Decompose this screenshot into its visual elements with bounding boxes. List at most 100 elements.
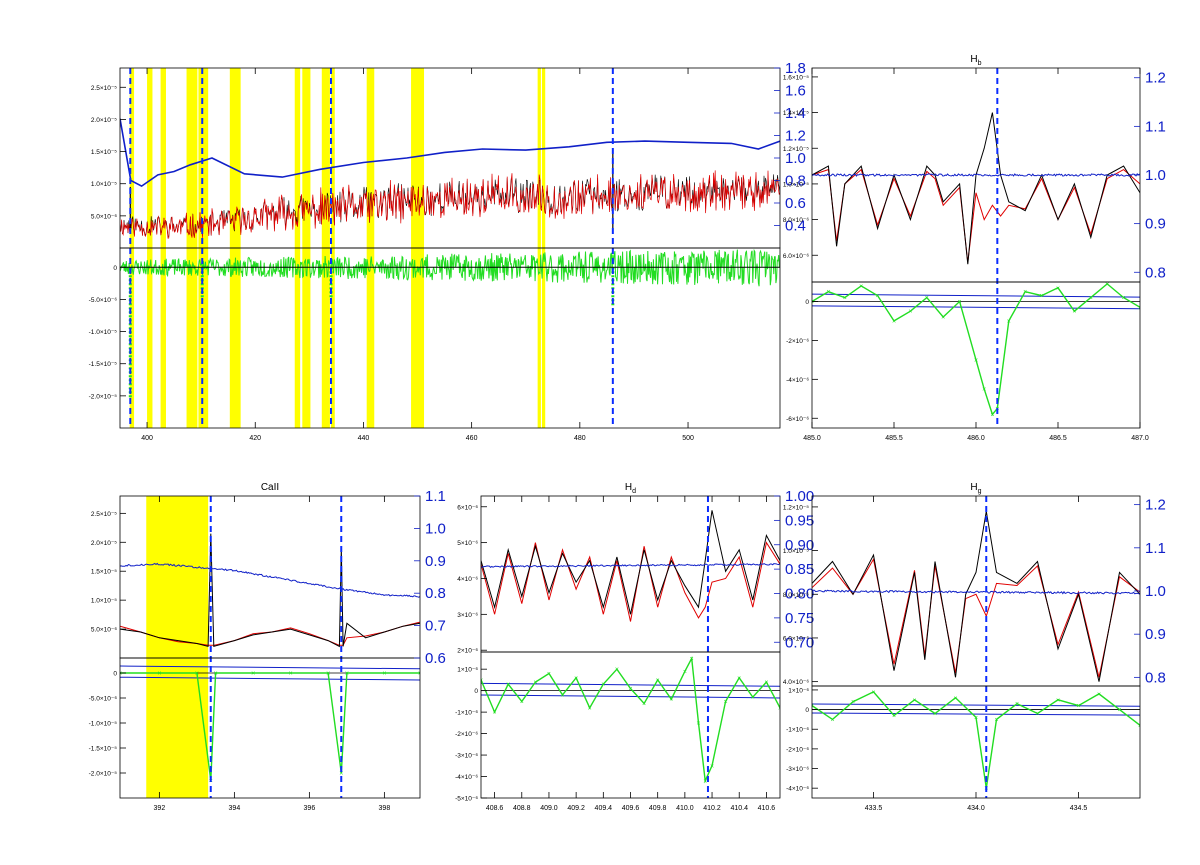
x-tick-label: 410.2 (703, 805, 721, 812)
resid-tick-label: -1.0×10⁻⁵ (89, 329, 118, 336)
ratio-curve (812, 173, 1140, 177)
ratio-tick-label: 0.75 (785, 610, 814, 627)
residual-band-lower (481, 694, 780, 699)
residual-point: × (1138, 723, 1142, 730)
ratio-tick-label: 0.95 (785, 512, 814, 529)
residual-point: × (871, 689, 875, 696)
residual-point: × (493, 710, 497, 717)
observed-spectrum (812, 112, 1140, 265)
residual-point: × (601, 682, 605, 689)
ratio-tick-label: 1.1 (1145, 118, 1166, 135)
flux-tick-label: 2.5×10⁻⁵ (91, 85, 117, 92)
residual-point: × (1015, 701, 1019, 708)
x-tick-label: 486.5 (1049, 435, 1067, 442)
residual-point: × (1035, 711, 1039, 718)
resid-tick-label: 0 (805, 707, 809, 714)
ratio-tick-label: 0.90 (785, 537, 814, 554)
ratio-tick-label: 0.6 (425, 650, 446, 667)
lower-frame (811, 685, 1141, 799)
ratio-tick-label: 1.2 (1145, 497, 1166, 514)
residual-point: × (533, 680, 537, 687)
resid-tick-label: 0 (805, 299, 809, 306)
ratio-tick-label: 1.0 (1145, 583, 1166, 600)
residual-point: × (892, 713, 896, 720)
residual-point: × (1056, 285, 1060, 292)
ratio-tick-label: 0.85 (785, 561, 814, 578)
residual-point: × (1023, 289, 1027, 296)
plot-area-hg: ×××××××××××××××××× (812, 496, 1142, 798)
resid-tick-label: -1.5×10⁻⁵ (89, 361, 118, 368)
residual-band-upper (481, 682, 780, 687)
x-tick-label: 410.4 (730, 805, 748, 812)
flux-tick-label: 5.0×10⁻⁶ (91, 213, 117, 220)
ratio-tick-label: 0.8 (785, 173, 806, 190)
ratio-curve (812, 589, 1140, 595)
residual-point: × (876, 293, 880, 300)
ratio-tick-label: 0.8 (1145, 669, 1166, 686)
residual-point: × (479, 677, 483, 684)
ratio-tick-label: 0.9 (425, 553, 446, 570)
ratio-tick-label: 1.0 (785, 150, 806, 167)
resid-tick-label: 0 (113, 671, 117, 678)
panel-title: Hb (970, 54, 981, 67)
lower-frame (480, 651, 781, 799)
residual-trace (812, 282, 1140, 416)
residual-point: × (941, 315, 945, 322)
x-tick-label: 485.0 (803, 435, 821, 442)
flux-tick-label: 1.0×10⁻⁵ (783, 548, 809, 555)
observed-spectrum (481, 510, 780, 615)
panel-title: CaII (261, 482, 279, 493)
x-tick-label: 396 (304, 805, 316, 812)
residual-point: × (764, 680, 768, 687)
resid-tick-label: 0 (113, 265, 117, 272)
residual-point: × (696, 720, 700, 727)
x-tick-label: 408.6 (486, 805, 504, 812)
residual-point: × (195, 671, 199, 678)
resid-tick-label: -2×10⁻⁶ (786, 746, 809, 753)
residual-point: × (1122, 295, 1126, 302)
observed-spectrum (120, 533, 420, 648)
residual-point: × (345, 671, 349, 678)
resid-tick-label: -5.0×10⁻⁶ (89, 696, 118, 703)
lower-frame (119, 657, 421, 799)
residual-point: × (690, 656, 694, 663)
x-tick-label: 434.5 (1070, 805, 1088, 812)
plot-area-hd: ××××××××××××××××××××××××× (479, 496, 782, 798)
model-spectrum (812, 557, 1140, 678)
residual-point: × (778, 705, 782, 712)
residual-point: × (339, 771, 343, 778)
x-tick-label: 410.6 (758, 805, 776, 812)
residual-point: × (908, 309, 912, 316)
ratio-tick-label: 0.8 (1145, 264, 1166, 281)
residual-point: × (810, 299, 814, 306)
x-tick-label: 410.0 (676, 805, 694, 812)
flux-tick-label: 4.0×10⁻⁶ (783, 679, 809, 686)
residual-point: × (1056, 697, 1060, 704)
flux-tick-label: 1.5×10⁻⁵ (91, 149, 117, 156)
residual-point: × (843, 295, 847, 302)
flux-tick-label: 3×10⁻⁶ (457, 612, 478, 619)
model-spectrum (812, 168, 1140, 263)
flux-tick-label: 1.6×10⁻⁵ (783, 74, 809, 81)
residual-band-upper (120, 665, 420, 670)
x-tick-label: 409.8 (649, 805, 667, 812)
panel-full: 400 420 440 460 480 500 5.0×10⁻⁶ 1.0×10⁻⁵ 1.5×10… (89, 60, 806, 442)
ratio-tick-label: 0.6 (785, 195, 806, 212)
resid-tick-label: -2.0×10⁻⁵ (89, 393, 118, 400)
residual-point: × (214, 671, 218, 678)
flux-tick-label: 2×10⁻⁶ (457, 648, 478, 655)
residual-point: × (724, 699, 728, 706)
ratio-tick-label: 1.0 (1145, 167, 1166, 184)
residual-point: × (737, 675, 741, 682)
resid-tick-label: 1×10⁻⁶ (788, 687, 809, 694)
flux-tick-label: 8.0×10⁻⁶ (783, 592, 809, 599)
residual-point: × (615, 667, 619, 674)
resid-tick-label: -2×10⁻⁶ (455, 731, 478, 738)
residual-point: × (1097, 691, 1101, 698)
ratio-tick-label: 0.80 (785, 586, 814, 603)
panel-caii: ××××××××××××3923943963985.0×10⁻⁶1.0×10⁻⁵… (89, 482, 446, 812)
flux-tick-label: 2.0×10⁻⁵ (91, 117, 117, 124)
resid-tick-label: -1×10⁻⁶ (786, 727, 809, 734)
ratio-tick-label: 1.00 (785, 488, 814, 505)
